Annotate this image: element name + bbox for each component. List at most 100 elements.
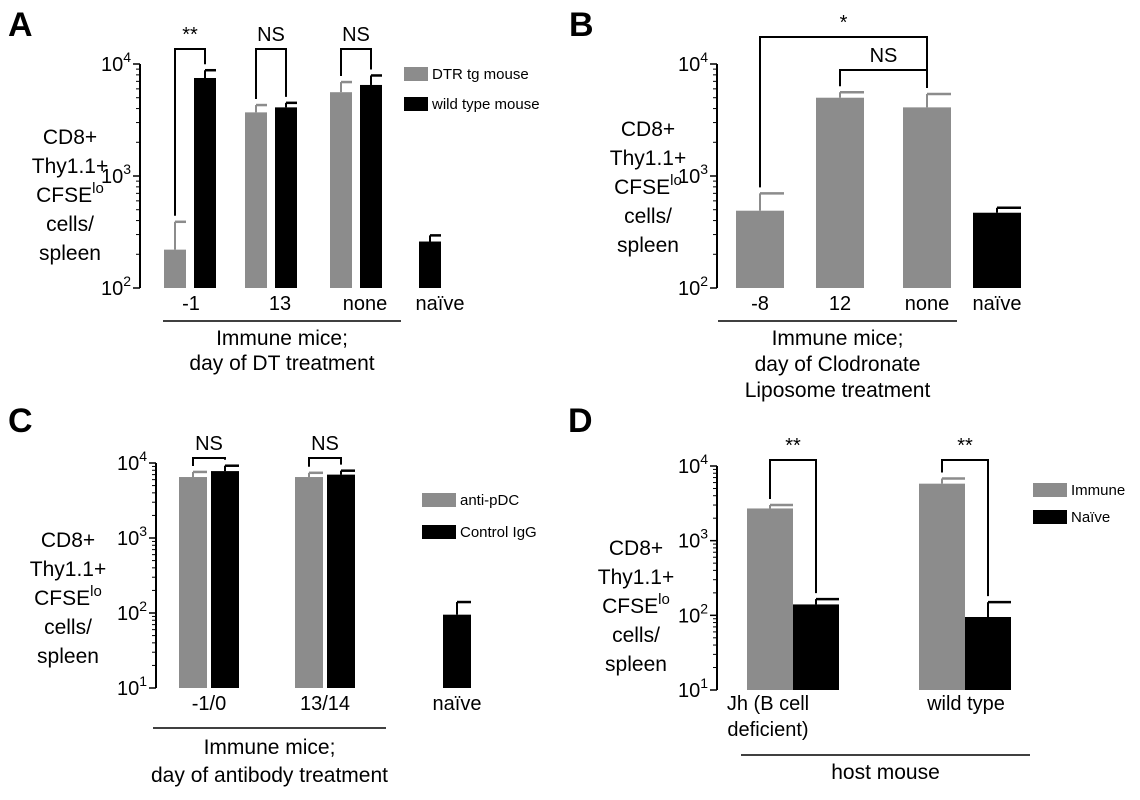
bar xyxy=(747,508,793,690)
chart-panel-b: B 102 103 104 CD8+ Thy1.1+CFSElo cells/spleen -… xyxy=(569,6,1021,402)
y-tick-label: 104 xyxy=(678,451,708,478)
y-axis-label-line: spleen xyxy=(605,653,667,676)
group-label-line: Immune mice; xyxy=(204,736,336,759)
y-axis-label-line: spleen xyxy=(37,645,99,668)
y-axis-label-line: CD8+ xyxy=(621,118,675,141)
legend-label: Control IgG xyxy=(460,524,537,541)
significance-label: NS xyxy=(342,24,370,46)
category-label: naïve xyxy=(973,293,1022,315)
legend-swatch xyxy=(404,97,428,111)
bar xyxy=(330,92,352,288)
bar xyxy=(443,614,471,688)
bar xyxy=(419,241,441,288)
panel-label: B xyxy=(569,6,594,44)
y-tick-label: 101 xyxy=(117,673,147,700)
legend-label: wild type mouse xyxy=(431,96,540,113)
y-tick-label: 104 xyxy=(101,49,131,76)
y-axis-label-line: spleen xyxy=(617,234,679,257)
significance-label: NS xyxy=(311,433,339,455)
y-tick-label: 101 xyxy=(678,675,708,702)
y-tick-label: 103 xyxy=(678,161,708,188)
bar xyxy=(245,112,267,288)
group-label-line: Immune mice; xyxy=(772,327,904,350)
y-tick-label: 103 xyxy=(101,161,131,188)
bar xyxy=(919,483,965,690)
legend-swatch xyxy=(422,525,456,539)
significance-bracket xyxy=(759,36,928,188)
bar xyxy=(793,604,839,690)
bar xyxy=(275,107,297,288)
significance-bracket xyxy=(941,459,989,597)
legend-label: Naïve xyxy=(1071,509,1110,526)
significance-label: ** xyxy=(785,435,801,457)
y-axis-label-line: cells/ xyxy=(624,205,672,228)
significance-label: * xyxy=(840,12,848,34)
y-axis-label-line: Thy1.1+ xyxy=(598,566,674,589)
y-axis-label-line: CD8+ xyxy=(41,529,95,552)
chart-panel-d: D 101 102 103 104 CD8+ Thy1.1+CFSElo cells/sple… xyxy=(568,402,1125,784)
category-label: 12 xyxy=(829,293,851,315)
category-label: -8 xyxy=(751,293,769,315)
group-label-line: day of antibody treatment xyxy=(151,764,388,787)
bar xyxy=(211,471,239,688)
y-axis-label-line: CFSElo xyxy=(614,172,682,199)
significance-bracket xyxy=(839,69,928,88)
chart-panel-c: C 101 102 103 104 CD8+ Thy1.1+CFSElo cells/sple… xyxy=(8,402,537,787)
bar xyxy=(295,477,323,688)
significance-label: NS xyxy=(257,24,285,46)
y-tick-label: 103 xyxy=(678,526,708,553)
y-tick-label: 102 xyxy=(101,273,131,300)
bar xyxy=(360,84,382,288)
category-label: naïve xyxy=(433,693,482,715)
legend-label: DTR tg mouse xyxy=(432,66,529,83)
y-axis-label-line: cells/ xyxy=(612,624,660,647)
category-label: wild type xyxy=(926,693,1005,715)
category-label: Jh (B cell xyxy=(727,693,809,715)
significance-bracket xyxy=(340,48,372,77)
y-axis-label-line: CD8+ xyxy=(609,537,663,560)
bar xyxy=(816,97,864,288)
y-tick-label: 104 xyxy=(678,49,708,76)
bar xyxy=(965,616,1011,690)
y-axis-label-line: CD8+ xyxy=(43,126,97,149)
category-label: 13 xyxy=(269,293,291,315)
significance-bracket xyxy=(308,457,342,467)
panel-label: C xyxy=(8,402,33,440)
legend-label: anti-pDC xyxy=(460,492,519,509)
y-tick-label: 102 xyxy=(678,600,708,627)
category-label: deficient) xyxy=(727,719,808,741)
bar xyxy=(194,77,216,289)
y-axis-label-line: spleen xyxy=(39,242,101,265)
bar xyxy=(179,477,207,688)
y-axis-label-line: Thy1.1+ xyxy=(610,147,686,170)
category-label: -1 xyxy=(182,293,200,315)
y-axis-label-line: Thy1.1+ xyxy=(30,558,106,581)
legend-swatch xyxy=(1033,510,1067,524)
panel-label: D xyxy=(568,402,593,440)
panel-label: A xyxy=(8,6,33,44)
category-label: none xyxy=(343,293,388,315)
group-label-line: Immune mice; xyxy=(216,327,348,350)
significance-bracket xyxy=(174,48,206,216)
y-axis-label-line: cells/ xyxy=(46,213,94,236)
significance-label: NS xyxy=(870,45,898,67)
group-label-line: host mouse xyxy=(831,761,940,784)
y-axis-label-line: CFSElo xyxy=(36,180,104,207)
chart-panel-a: A 102 103 104 CD8+ Thy1.1+CFSElo cells/spleen -… xyxy=(8,6,540,375)
y-tick-label: 104 xyxy=(117,448,147,475)
bar xyxy=(903,107,951,288)
significance-bracket xyxy=(192,457,226,466)
significance-label: NS xyxy=(195,433,223,455)
category-label: naïve xyxy=(416,293,465,315)
category-label: -1/0 xyxy=(192,693,226,715)
legend-swatch xyxy=(404,67,428,81)
y-axis-label-line: CFSElo xyxy=(602,591,670,618)
bar xyxy=(164,249,186,288)
bar xyxy=(973,212,1021,288)
significance-bracket xyxy=(255,48,287,100)
legend-label: Immune xyxy=(1071,482,1125,499)
group-label-line: Liposome treatment xyxy=(745,379,931,402)
y-tick-label: 103 xyxy=(117,523,147,550)
y-tick-label: 102 xyxy=(117,598,147,625)
category-label: none xyxy=(905,293,950,315)
